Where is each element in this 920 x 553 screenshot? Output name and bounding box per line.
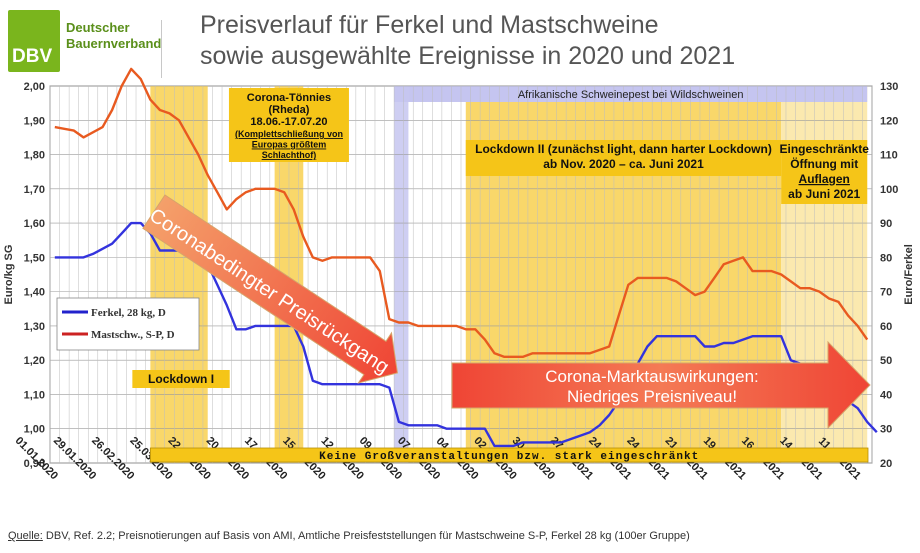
source-note: Quelle: DBV, Ref. 2.2; Preisnotierungen … bbox=[8, 530, 690, 542]
ferkel-series-line bbox=[54, 221, 878, 448]
y-tick-label-right: 50 bbox=[880, 355, 892, 367]
y-tick-label: 1,80 bbox=[24, 150, 45, 162]
y-tick-label: 0,90 bbox=[24, 458, 45, 470]
arrow-shape bbox=[142, 194, 399, 384]
toennies-label-bg bbox=[228, 88, 349, 162]
legend-label: Mastschw., S-P, D bbox=[91, 329, 175, 341]
y-tick-label-right: 80 bbox=[880, 252, 892, 264]
logo-divider bbox=[161, 20, 162, 78]
legend-label: Ferkel, 28 kg, D bbox=[91, 307, 166, 319]
y-tick-label: 1,20 bbox=[24, 355, 45, 367]
y-tick-label-right: 100 bbox=[880, 184, 898, 196]
toennies-label: Corona-Tönnies(Rheda)18.06.-17.07.20 bbox=[247, 92, 331, 128]
bottom-banner-label: Keine Großveranstaltungen bzw. stark ein… bbox=[319, 451, 699, 463]
mast-series-line bbox=[54, 67, 869, 358]
y-tick-label-right: 30 bbox=[880, 424, 892, 436]
lockdown2-label-line: Lockdown II (zunächst light, dann harter… bbox=[475, 142, 772, 156]
reopening-label-line: Öffnung mit bbox=[790, 156, 858, 171]
y-tick-label: 1,70 bbox=[24, 184, 45, 196]
toennies-label-detail-line: Schlachthof) bbox=[262, 150, 317, 160]
arrow-label: Niedriges Preisniveau! bbox=[567, 387, 737, 406]
y-tick-label-right: 60 bbox=[880, 321, 892, 333]
event-band bbox=[150, 86, 208, 463]
asf-label: Afrikanische Schweinepest bei Wildschwei… bbox=[518, 89, 744, 101]
reopening-label-bg bbox=[781, 140, 868, 204]
lockdown1-label: Lockdown I bbox=[148, 372, 214, 386]
dbv-logo: DBV Deutscher Bauernverband bbox=[8, 10, 162, 78]
y-tick-label: 1,10 bbox=[24, 389, 45, 401]
y-tick-label-right: 120 bbox=[880, 115, 898, 127]
dbv-logo-abbrev: DBV bbox=[12, 46, 53, 67]
asf-band bbox=[394, 86, 868, 102]
y-tick-label-right: 70 bbox=[880, 287, 892, 299]
dbv-logo-name: Deutscher Bauernverband bbox=[66, 20, 162, 51]
lockdown2-label: Lockdown II (zunächst light, dann harter… bbox=[475, 142, 772, 171]
y-tick-label-right: 20 bbox=[880, 458, 892, 470]
lockdown1-label-bg bbox=[132, 370, 230, 388]
reopening-label-date: ab Juni 2021 bbox=[788, 187, 860, 201]
chart-title: Preisverlauf für Ferkel und Mastschweine… bbox=[200, 11, 736, 70]
reopening-label-underlined: Auflagen bbox=[799, 172, 850, 186]
arrow-shape bbox=[451, 340, 871, 430]
y-axis-label-right: Euro/Ferkel bbox=[903, 244, 915, 305]
y-tick-label: 1,50 bbox=[24, 252, 45, 264]
source-text: DBV, Ref. 2.2; Preisnotierungen auf Basi… bbox=[42, 530, 690, 542]
lockdown2-label-bg bbox=[465, 140, 782, 176]
y-tick-label-right: 130 bbox=[880, 81, 898, 93]
arrow-low-price: Corona-Marktauswirkungen:Niedriges Preis… bbox=[451, 340, 871, 430]
arrow-label: Corona-Marktauswirkungen: bbox=[545, 367, 759, 386]
y-tick-label: 1,00 bbox=[24, 424, 45, 436]
source-label: Quelle: bbox=[8, 530, 43, 542]
dbv-logo-mark: DBV bbox=[8, 10, 60, 72]
legend-box bbox=[56, 297, 200, 351]
y-tick-label-right: 110 bbox=[880, 150, 898, 162]
y-tick-label: 1,60 bbox=[24, 218, 45, 230]
y-tick-label: 1,90 bbox=[24, 115, 45, 127]
reopening-label-line: Eingeschränkte bbox=[780, 142, 870, 156]
y-tick-label-right: 40 bbox=[880, 389, 892, 401]
toennies-label-line: (Rheda) bbox=[268, 104, 309, 116]
toennies-label-detail-line: (Komplettschließung von bbox=[235, 129, 343, 139]
y-tick-label: 1,40 bbox=[24, 287, 45, 299]
y-tick-label: 1,30 bbox=[24, 321, 45, 333]
toennies-label-line: 18.06.-17.07.20 bbox=[250, 116, 327, 128]
bottom-banner-bg bbox=[149, 447, 869, 463]
toennies-label-line: Corona-Tönnies bbox=[247, 92, 331, 104]
toennies-label-detail-line: Europas größtem bbox=[252, 140, 327, 150]
legend: Ferkel, 28 kg, D Mastschw., S-P, D bbox=[56, 297, 200, 351]
y-tick-label-right: 90 bbox=[880, 218, 892, 230]
y-tick-label: 2,00 bbox=[24, 81, 45, 93]
asf-strip bbox=[394, 86, 409, 463]
lockdown2-label-line: ab Nov. 2020 – ca. Juni 2021 bbox=[543, 157, 704, 171]
y-axis-label: Euro/kg SG bbox=[3, 245, 15, 305]
